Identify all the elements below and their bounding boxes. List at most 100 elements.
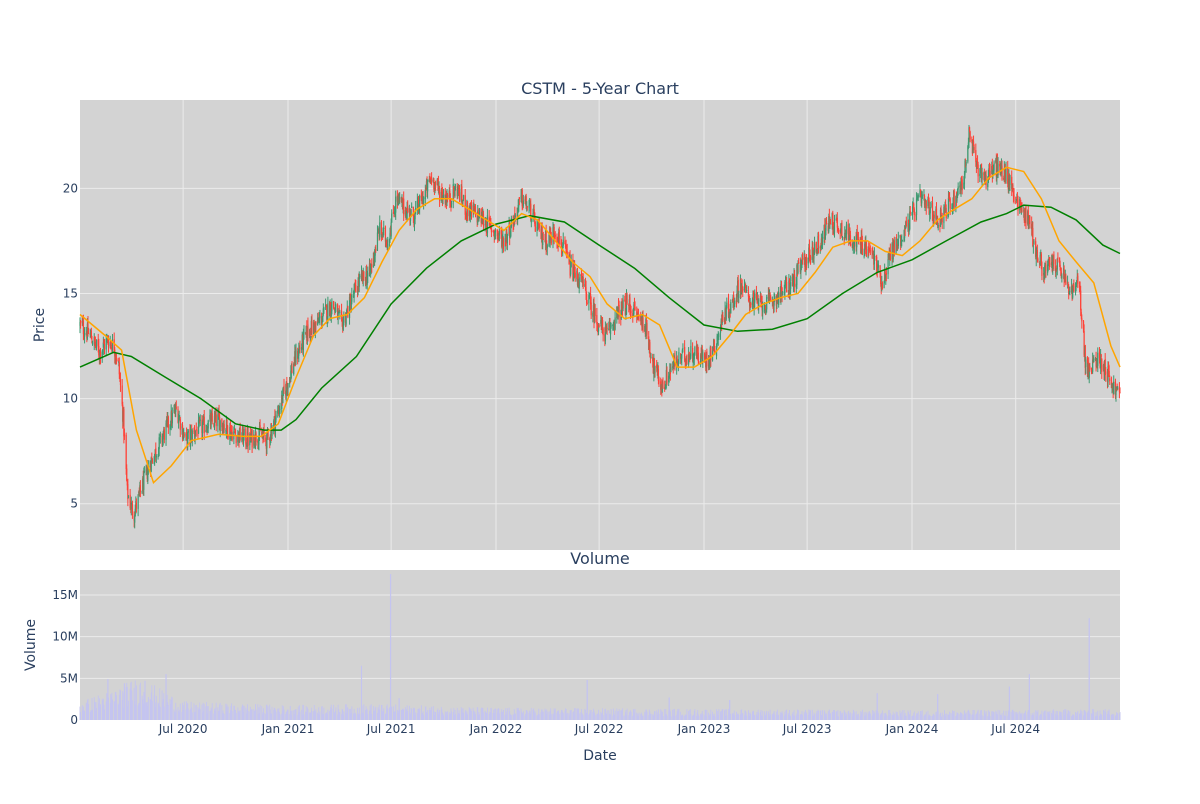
candle-down-body: [1053, 254, 1055, 265]
volume-bar: [500, 711, 502, 720]
volume-bar: [557, 711, 559, 720]
candle-down-body: [676, 358, 678, 362]
candle-up-body: [219, 420, 221, 432]
volume-bar: [266, 704, 268, 720]
candle-down-body: [629, 297, 631, 311]
candle-down-body: [119, 379, 122, 386]
volume-spike-bar: [586, 680, 588, 720]
volume-bar: [880, 713, 882, 720]
volume-bar: [294, 709, 296, 720]
candle-up-body: [852, 242, 854, 247]
volume-bar: [363, 704, 365, 720]
volume-bar: [704, 710, 706, 720]
volume-bar: [710, 709, 712, 720]
volume-bar: [856, 714, 858, 720]
volume-bar: [777, 709, 778, 720]
volume-bar: [618, 710, 619, 720]
candle-up-body: [387, 243, 389, 249]
volume-bar: [321, 706, 323, 720]
volume-bar: [871, 715, 873, 720]
volume-bar: [676, 711, 678, 720]
volume-bar: [517, 709, 519, 720]
candle-down-body: [1104, 359, 1106, 371]
candle-down-body: [1108, 363, 1110, 371]
candle-up-body: [790, 282, 792, 289]
candle-up-body: [924, 201, 926, 204]
candle-down-body: [90, 330, 92, 340]
volume-bar: [662, 715, 664, 720]
candle-down-body: [817, 234, 820, 247]
volume-bar: [452, 712, 454, 720]
volume-bar: [796, 713, 798, 720]
volume-bar: [945, 716, 947, 720]
volume-bar: [158, 705, 160, 720]
volume-bar: [377, 707, 379, 720]
volume-bar: [243, 712, 245, 720]
candle-up-body: [782, 294, 784, 296]
candle-down-body: [1058, 257, 1061, 264]
volume-bar: [129, 688, 131, 720]
candle-down-body: [580, 273, 583, 277]
candle-up-body: [792, 277, 795, 286]
volume-bar: [897, 715, 899, 720]
volume-bar: [754, 714, 756, 720]
candle-up-body: [677, 361, 679, 367]
volume-bar: [1071, 716, 1073, 720]
volume-bar: [574, 708, 576, 720]
candle-up-body: [1000, 164, 1003, 166]
candle-up-body: [1076, 280, 1078, 284]
volume-bar: [841, 715, 843, 720]
volume-bar: [417, 709, 419, 720]
volume-bar: [330, 707, 332, 720]
volume-bar: [820, 714, 822, 720]
volume-bar: [166, 694, 168, 720]
candle-down-body: [913, 203, 915, 210]
candle-up-body: [478, 209, 481, 218]
candle-up-body: [670, 367, 672, 373]
volume-bar: [501, 709, 503, 720]
volume-bar: [291, 710, 293, 720]
volume-bar: [306, 712, 308, 720]
volume-bar: [426, 712, 427, 720]
candle-down-body: [722, 315, 724, 321]
candle-down-body: [99, 351, 102, 359]
candle-up-body: [816, 249, 818, 252]
volume-bar: [255, 709, 257, 720]
volume-bar: [155, 695, 157, 720]
volume-bar: [721, 710, 723, 720]
volume-bar: [460, 707, 462, 720]
candle-down-body: [215, 414, 217, 426]
volume-bar: [386, 704, 388, 720]
volume-bar: [126, 682, 128, 720]
candle-up-body: [1085, 359, 1087, 367]
volume-bar: [597, 713, 599, 720]
volume-bar: [774, 714, 776, 720]
volume-y-axis-title: Volume: [23, 619, 39, 671]
volume-bar: [1020, 714, 1022, 720]
candle-down-body: [794, 274, 796, 287]
volume-bar: [410, 708, 412, 720]
candle-up-body: [588, 295, 590, 304]
candle-up-body: [765, 309, 767, 313]
candle-up-body: [807, 257, 809, 264]
candle-down-body: [797, 262, 800, 264]
candle-up-body: [413, 221, 416, 226]
volume-bar: [730, 713, 732, 720]
volume-bar: [1039, 715, 1041, 720]
candle-down-body: [698, 361, 700, 364]
volume-bar: [226, 706, 227, 720]
volume-bar: [337, 704, 339, 720]
volume-bar: [933, 714, 935, 720]
volume-bar: [784, 711, 786, 720]
candle-down-body: [825, 221, 828, 225]
volume-bar: [343, 711, 345, 720]
volume-bar: [709, 714, 711, 720]
volume-bar: [82, 710, 84, 720]
volume-bar: [350, 708, 352, 720]
volume-bar: [509, 713, 511, 720]
candle-down-body: [407, 206, 409, 213]
candle-down-body: [541, 225, 543, 244]
volume-bar: [545, 710, 547, 720]
candle-down-body: [735, 300, 738, 302]
volume-bar: [690, 714, 692, 720]
